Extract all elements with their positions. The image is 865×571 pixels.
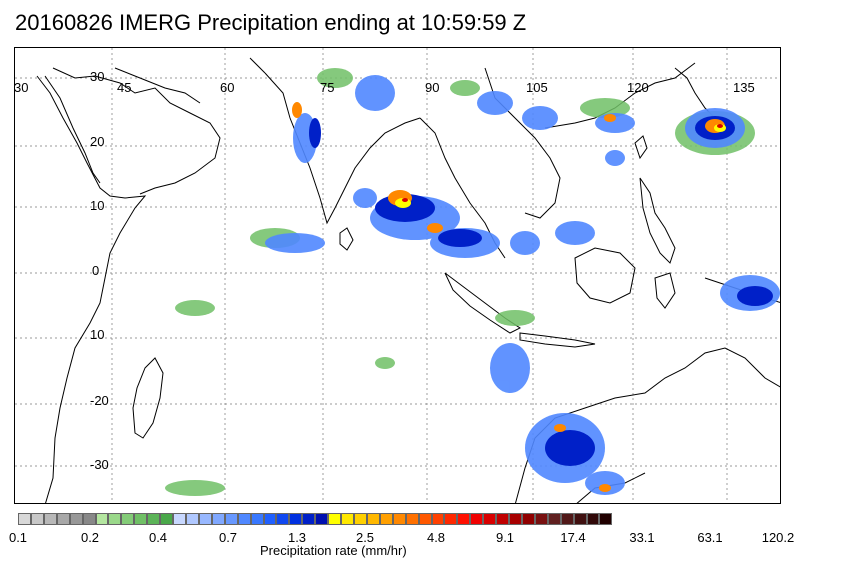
colorbar-swatch [289, 513, 303, 525]
colorbar-swatch [496, 513, 510, 525]
colorbar-swatch [470, 513, 484, 525]
legend-tick-63.1: 63.1 [697, 530, 723, 545]
colorbar-swatch [121, 513, 135, 525]
map-canvas [15, 48, 780, 503]
legend-tick-33.1: 33.1 [629, 530, 655, 545]
colorbar-swatch [147, 513, 161, 525]
colorbar-swatch [599, 513, 613, 525]
colorbar-swatch [431, 513, 445, 525]
colorbar-swatch [43, 513, 57, 525]
lat-label-0: 0 [92, 263, 100, 278]
colorbar-swatch [560, 513, 574, 525]
lon-label-105: 105 [526, 80, 548, 95]
lat-label-30: 30 [90, 69, 105, 84]
colorbar-swatch [534, 513, 548, 525]
colorbar-swatch [379, 513, 393, 525]
colorbar-swatch [341, 513, 354, 525]
colorbar-swatch [457, 513, 471, 525]
colorbar-swatch [547, 513, 561, 525]
legend-tick-0.1: 0.1 [8, 530, 28, 545]
precipitation-colorbar [18, 513, 613, 525]
colorbar-swatch [224, 513, 238, 525]
lon-label-60: 60 [220, 80, 235, 95]
colorbar-swatch [30, 513, 44, 525]
legend-tick-0.7: 0.7 [218, 530, 238, 545]
colorbar-swatch [198, 513, 212, 525]
colorbar-swatch [586, 513, 600, 525]
colorbar-swatch [134, 513, 148, 525]
colorbar-swatch [573, 513, 587, 525]
colorbar-swatch [173, 513, 186, 525]
lon-label-135: 135 [733, 80, 755, 95]
lon-label-90: 90 [425, 80, 440, 95]
colorbar-swatch [353, 513, 367, 525]
lat-label-10: 10 [90, 198, 105, 213]
colorbar-swatch [69, 513, 83, 525]
colorbar-swatch [211, 513, 225, 525]
lon-label-75: 75 [320, 80, 335, 95]
colorbar-swatch [160, 513, 174, 525]
colorbar-swatch [82, 513, 96, 525]
colorbar-swatch [328, 513, 342, 525]
lat-label-20: 20 [90, 134, 105, 149]
gridlines [15, 48, 780, 503]
colorbar-swatch [509, 513, 522, 525]
lon-label-120: 120 [627, 80, 649, 95]
colorbar-swatch [18, 513, 31, 525]
lat-label-10s: 10 [90, 327, 105, 342]
colorbar-swatch [302, 513, 316, 525]
colorbar-swatch [366, 513, 380, 525]
legend-tick-4.8: 4.8 [426, 530, 446, 545]
lat-label-30s: -30 [90, 457, 109, 472]
lat-label-20s: -20 [90, 393, 109, 408]
colorbar-swatch [483, 513, 497, 525]
colorbar-swatch [250, 513, 264, 525]
legend-title: Precipitation rate (mm/hr) [260, 543, 407, 558]
colorbar-swatch [444, 513, 458, 525]
colorbar-swatch [108, 513, 122, 525]
colorbar-swatch [276, 513, 290, 525]
colorbar-swatch [315, 513, 329, 525]
precipitation-map [14, 47, 781, 504]
legend-tick-0.2: 0.2 [80, 530, 100, 545]
map-title: 20160826 IMERG Precipitation ending at 1… [15, 10, 527, 35]
lon-label-45: 45 [117, 80, 132, 95]
legend-tick-17.4: 17.4 [560, 530, 586, 545]
legend-tick-0.4: 0.4 [148, 530, 168, 545]
coastlines [36, 57, 780, 503]
colorbar-swatch [237, 513, 251, 525]
colorbar-swatch [263, 513, 277, 525]
colorbar-swatch [521, 513, 535, 525]
colorbar-swatch [185, 513, 199, 525]
colorbar-swatch [418, 513, 432, 525]
legend-tick-1.3: 1.3 [287, 530, 307, 545]
lon-label-30: 30 [14, 80, 29, 95]
precipitation-field [165, 68, 780, 496]
colorbar-swatch [56, 513, 70, 525]
legend-tick-9.1: 9.1 [495, 530, 515, 545]
colorbar-swatch [405, 513, 419, 525]
colorbar-swatch [392, 513, 406, 525]
legend-tick-2.5: 2.5 [355, 530, 375, 545]
legend-tick-120.2: 120.2 [761, 530, 795, 545]
colorbar-swatch [95, 513, 109, 525]
